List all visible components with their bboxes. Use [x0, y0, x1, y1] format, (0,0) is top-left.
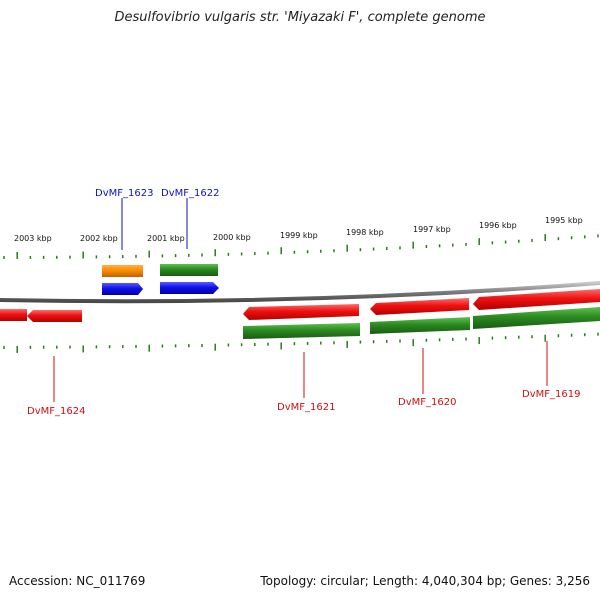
gene-arrow-dvmf-1624-a[interactable] [0, 309, 27, 321]
scale-label: 2001 kbp [147, 234, 185, 243]
gene-label-dvmf-1623: DvMF_1623 [95, 188, 153, 199]
gene-arrow-dvmf-1624-b[interactable] [27, 310, 82, 322]
scale-label: 1999 kbp [280, 231, 318, 240]
scale-label: 1995 kbp [545, 216, 583, 225]
gene-label-dvmf-1620: DvMF_1620 [398, 397, 456, 408]
genome-map: 2003 kbp 2002 kbp 2001 kbp 2000 kbp 1999… [0, 0, 600, 600]
scale-label: 2002 kbp [80, 234, 118, 243]
scale-label: 2000 kbp [213, 233, 251, 242]
accession-text: Accession: NC_011769 [9, 574, 145, 588]
gene-arrow-dvmf-1622[interactable] [160, 282, 219, 294]
gene-arrow-dvmf-1620[interactable] [370, 298, 469, 315]
gene-arrow-dvmf-1621[interactable] [243, 304, 359, 320]
gene-label-dvmf-1619: DvMF_1619 [522, 389, 580, 400]
scale-label: 1996 kbp [479, 221, 517, 230]
gene-block-green[interactable] [243, 323, 360, 339]
gene-arrow-dvmf-1623[interactable] [102, 283, 143, 295]
gene-label-dvmf-1621: DvMF_1621 [277, 402, 335, 413]
gene-label-dvmf-1622: DvMF_1622 [161, 188, 219, 199]
gene-label-dvmf-1624: DvMF_1624 [27, 406, 85, 417]
scale-label: 1998 kbp [346, 228, 384, 237]
scale-label: 2003 kbp [14, 234, 52, 243]
gene-block-green[interactable] [160, 264, 218, 276]
gene-block-green[interactable] [473, 307, 600, 329]
gene-block-orange[interactable] [102, 265, 143, 277]
scale-label: 1997 kbp [413, 225, 451, 234]
gene-block-green[interactable] [370, 317, 470, 334]
genome-stats-text: Topology: circular; Length: 4,040,304 bp… [260, 574, 590, 588]
